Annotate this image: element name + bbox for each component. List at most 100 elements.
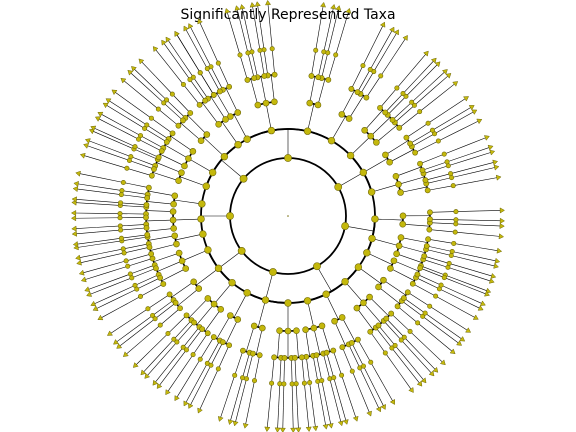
tree-branches [74,2,502,430]
branch-level6 [87,140,109,149]
branch-level4 [166,99,186,119]
node-level3 [181,162,188,170]
branch-level5 [113,136,136,147]
node-level5 [307,380,313,386]
branch-level6 [122,79,141,95]
leaf-taxon [492,159,499,166]
branch-level3 [395,166,422,177]
branch-level6 [198,390,209,411]
node-level5 [398,337,404,343]
branch-level5 [335,31,343,56]
branch-level6 [292,407,294,430]
node-level2 [322,290,330,298]
branch-level6 [473,161,496,168]
branch-level4 [378,325,396,346]
branch-level5 [119,123,141,136]
branch-level6 [471,151,493,159]
leaf-taxon [120,77,127,84]
branch-level4 [271,357,275,384]
branch-level6 [406,366,421,385]
branch-level5 [113,285,136,296]
node-level4 [158,148,165,154]
node-level5 [126,157,132,163]
branch-level5 [109,277,132,287]
branch-level6 [319,4,324,27]
leaf-taxon [94,116,101,122]
branch-level6 [420,354,437,371]
branch-level4 [242,352,250,378]
branch-level4 [123,182,149,188]
node-level4 [403,134,410,141]
branch-level4 [131,267,157,279]
branch-level3 [146,210,174,212]
branch-level4 [147,294,170,309]
leaf-taxon [132,362,139,368]
node-level3 [254,101,262,109]
branch-level6 [467,283,489,292]
branch-level6 [167,39,181,58]
node-level5 [392,342,398,348]
node-level4 [143,224,150,231]
node-level1 [334,183,343,191]
branch-level5 [240,378,247,403]
branch-level4 [247,52,255,79]
branch-level3 [341,317,356,342]
node-level5 [215,366,221,372]
leaf-taxon [264,426,271,432]
branch-level5 [107,273,131,283]
node-level5 [417,109,423,115]
node-level5 [190,74,196,80]
branch-level5 [369,48,383,70]
leaf-taxon [70,210,77,217]
node-level5 [420,313,426,319]
leaf-taxon [102,102,109,109]
leaf-taxon [490,272,497,279]
node-level4 [148,172,155,179]
branch-level6 [154,365,169,384]
leaf-taxon [71,196,77,203]
node-level3 [397,234,405,241]
branch-level5 [450,167,474,174]
leaf-taxon [468,105,475,111]
branch-level6 [85,144,107,153]
branch-level5 [363,365,375,388]
branch-level4 [383,320,402,341]
branch-level4 [167,315,187,334]
branch-level5 [108,147,131,157]
branch-level4 [384,93,404,113]
node-level4 [244,77,251,83]
node-level5 [118,235,124,241]
node-level2 [354,263,363,271]
branch-level4 [121,236,148,242]
node-level5 [257,47,263,53]
node-level4 [183,312,190,319]
branch-level5 [440,284,464,296]
leaf-taxon [174,30,180,37]
node-level5 [155,106,161,112]
branch-level5 [327,29,334,53]
leaf-taxon [477,305,484,311]
branch-level6 [417,357,433,375]
node-level5 [237,52,243,58]
branch-level5 [235,377,243,401]
node-level2 [204,246,212,254]
branch-level3 [389,149,414,163]
node-level5 [400,91,406,97]
node-level5 [187,77,193,83]
branch-level4 [323,353,331,379]
branch-level6 [412,52,427,70]
node-level5 [145,306,151,312]
branch-level4 [305,356,310,383]
branch-level4 [193,77,209,99]
branch-level4 [158,108,179,126]
node-level5 [261,47,267,53]
leaf-taxon [183,400,189,407]
branch-level4 [154,302,176,319]
leaf-taxon [335,5,342,11]
node-level4 [256,352,263,359]
branch-level5 [179,354,194,375]
node-level4 [216,88,223,95]
branch-level6 [479,224,502,227]
branch-level2 [195,268,219,286]
